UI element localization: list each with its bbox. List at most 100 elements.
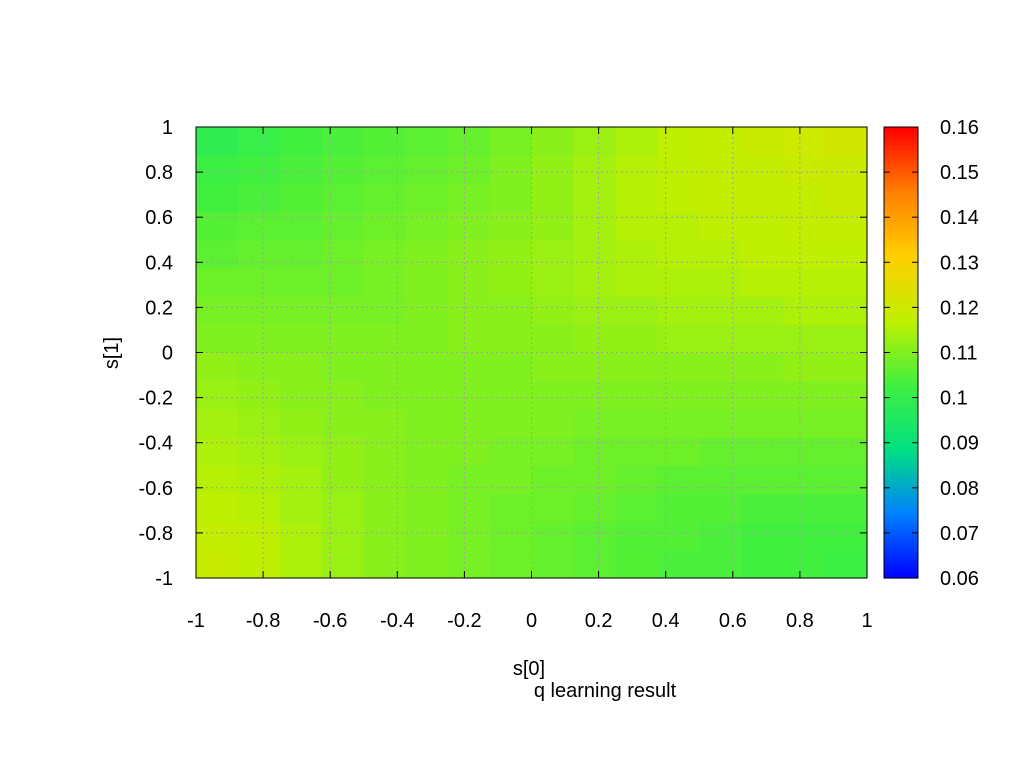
heatmap-cell (741, 211, 784, 241)
heatmap-cell (825, 267, 868, 297)
heatmap-cell (279, 267, 323, 297)
colorbar-segment (884, 344, 918, 350)
heatmap-cell (741, 521, 784, 551)
colorbar-segment (884, 134, 918, 139)
heatmap-cell (196, 211, 239, 241)
colorbar-segment (884, 562, 918, 568)
heatmap-cell (531, 437, 575, 466)
y-tick-label: 0 (162, 343, 173, 365)
heatmap-cell (405, 408, 449, 438)
heatmap-cell (615, 324, 658, 354)
colorbar-segment (884, 296, 918, 301)
heatmap-cell (783, 408, 826, 438)
heatmap-cell (405, 521, 449, 551)
heatmap-cell (699, 155, 742, 184)
colorbar-segment (884, 517, 918, 523)
colorbar-segment (884, 157, 918, 162)
colorbar-segment (884, 247, 918, 252)
heatmap-cell (363, 183, 407, 213)
heatmap-cells (196, 127, 868, 579)
heatmap-cell (196, 239, 239, 269)
heatmap-cell (615, 296, 658, 325)
heatmap-cell (447, 267, 491, 297)
heatmap-cell (573, 352, 616, 382)
colorbar-segment (884, 397, 918, 402)
heatmap-cell (489, 211, 533, 241)
heatmap-cell (196, 549, 239, 579)
heatmap-cell (531, 493, 575, 523)
heatmap-cell (237, 296, 281, 325)
heatmap-cell (489, 380, 533, 410)
heatmap-cell (741, 267, 784, 297)
colorbar-segment (884, 427, 918, 433)
heatmap-cell (447, 127, 491, 156)
heatmap-cell (489, 239, 533, 269)
colorbar-segment (884, 239, 918, 245)
colorbar-segment (884, 484, 918, 489)
heatmap-cell (279, 183, 323, 213)
colorbar-segment (884, 213, 918, 218)
colorbar-segment (884, 416, 918, 421)
heatmap-cell (615, 408, 658, 438)
heatmap-cell (405, 267, 449, 297)
heatmap-cell (279, 437, 323, 466)
colorbar-segment (884, 307, 918, 312)
colorbar-segment (884, 495, 918, 500)
colorbar-segment (884, 292, 918, 297)
x-tick-label: -0.2 (447, 610, 481, 632)
heatmap-cell (741, 239, 784, 269)
heatmap-cell (405, 127, 449, 156)
heatmap-cell (573, 408, 616, 438)
heatmap-cell (531, 155, 575, 184)
heatmap-cell (237, 239, 281, 269)
heatmap-cell (783, 296, 826, 325)
colorbar-segment (884, 574, 918, 579)
heatmap-cell (489, 493, 533, 523)
colorbar-segment (884, 145, 918, 151)
heatmap-cell (447, 465, 491, 495)
heatmap-cell (237, 267, 281, 297)
heatmap-cell (279, 380, 323, 410)
colorbar-segment (884, 243, 918, 248)
x-tick-label: -0.6 (313, 610, 347, 632)
colorbar-tick-label: 0.07 (940, 523, 979, 545)
colorbar-tick-label: 0.08 (940, 478, 979, 500)
colorbar-segment (884, 318, 918, 324)
heatmap-cell (699, 521, 742, 551)
heatmap-cell (321, 465, 365, 495)
colorbar-segment (884, 408, 918, 414)
colorbar-segment (884, 465, 918, 470)
colorbar-segment (884, 311, 918, 316)
colorbar-segment (884, 570, 918, 575)
colorbar-segment (884, 224, 918, 230)
colorbar-segment (884, 194, 918, 200)
colorbar-tick-label: 0.11 (940, 343, 977, 365)
colorbar-tick-label: 0.12 (940, 297, 979, 319)
colorbar-segment (884, 423, 918, 429)
colorbar-segment (884, 453, 918, 459)
heatmap-cell (405, 296, 449, 325)
colorbar-segment (884, 412, 918, 417)
heatmap-cell (279, 239, 323, 269)
x-tick-label: -0.8 (246, 610, 280, 632)
heatmap-cell (657, 239, 700, 269)
heatmap-cell (196, 493, 239, 523)
heatmap-cell (615, 380, 658, 410)
heatmap-cell (321, 127, 365, 156)
colorbar-segment (884, 487, 918, 493)
heatmap-cell (363, 521, 407, 551)
heatmap-cell (447, 155, 491, 184)
colorbar-segment (884, 525, 918, 530)
colorbar-tick-label: 0.06 (940, 568, 979, 590)
heatmap-cell (573, 296, 616, 325)
colorbar-tick-label: 0.13 (940, 252, 979, 274)
heatmap-cell (489, 437, 533, 466)
heatmap-cell (825, 352, 868, 382)
x-tick-label: 0.8 (786, 610, 814, 632)
colorbar-segment (884, 142, 918, 147)
heatmap-cell (783, 380, 826, 410)
heatmap-cell (699, 211, 742, 241)
heatmap-cell (196, 267, 239, 297)
y-tick-label: 0.8 (145, 162, 173, 184)
heatmap-cell (657, 296, 700, 325)
